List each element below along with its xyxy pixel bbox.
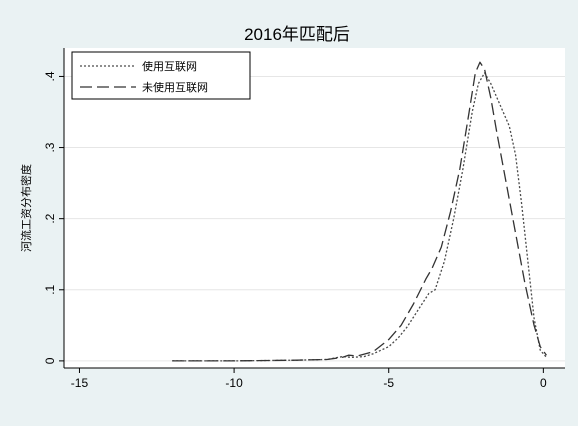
series-layer xyxy=(172,61,547,362)
x-tick-label: -10 xyxy=(225,376,243,390)
y-tick-label: 0 xyxy=(43,357,57,364)
legend-box xyxy=(71,51,251,100)
series-line-internet xyxy=(172,72,547,362)
chart-title: 2016年匹配后 xyxy=(244,25,350,44)
x-tick-label: -15 xyxy=(71,376,89,390)
x-tick-label: -5 xyxy=(383,376,394,390)
y-axis-label: 河流工资分布密度 xyxy=(19,164,33,252)
legend-label-internet: 使用互联网 xyxy=(142,60,197,73)
y-tick-label: .3 xyxy=(43,142,57,152)
series-line-no-internet xyxy=(172,61,547,362)
y-tick-label: .2 xyxy=(43,213,57,223)
y-tick-label: .1 xyxy=(43,284,57,294)
axes: 0 .1 .2 .3 .4 -15 -10 -5 0 xyxy=(43,48,565,390)
legend: 使用互联网 未使用互联网 xyxy=(71,51,251,100)
legend-label-no-internet: 未使用互联网 xyxy=(142,81,208,94)
x-tick-label: 0 xyxy=(540,376,547,390)
y-tick-label: .4 xyxy=(43,71,57,81)
plot-area xyxy=(64,48,565,368)
